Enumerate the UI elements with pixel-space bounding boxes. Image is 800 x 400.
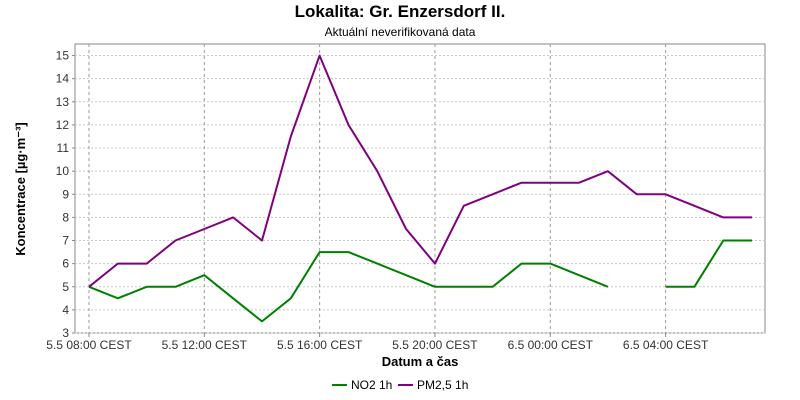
y-tick-label: 5 <box>62 280 69 294</box>
y-tick-label: 4 <box>62 303 69 317</box>
y-tick-label: 8 <box>62 210 69 224</box>
x-tick-label: 5.5 08:00 CEST <box>46 338 132 352</box>
series-lines <box>88 54 753 323</box>
y-tick-label: 10 <box>56 164 70 178</box>
chart-title: Lokalita: Gr. Enzersdorf II. <box>294 2 506 21</box>
x-tick-label: 6.5 00:00 CEST <box>508 338 594 352</box>
y-tick-label: 15 <box>56 49 70 63</box>
x-axis-ticks: 5.5 08:00 CEST 5.5 12:00 CEST 5.5 16:00 CE… <box>46 333 709 352</box>
y-tick-label: 11 <box>57 141 70 155</box>
chart-subtitle: Aktuální neverifikovaná data <box>324 25 476 39</box>
y-tick-label: 13 <box>56 95 70 109</box>
x-axis-label: Datum a čas <box>382 354 459 369</box>
y-tick-label: 12 <box>56 118 70 132</box>
y-axis-ticks: 3 4 5 6 7 8 9 10 11 12 13 14 15 <box>56 49 75 340</box>
legend: NO2 1h PM2,5 1h <box>332 378 468 392</box>
y-tick-label: 6 <box>62 257 69 271</box>
x-tick-label: 6.5 04:00 CEST <box>623 338 709 352</box>
y-tick-label: 9 <box>62 187 69 201</box>
y-tick-label: 7 <box>62 234 69 248</box>
series-line-pm25 <box>88 54 753 288</box>
x-tick-label: 5.5 12:00 CEST <box>162 338 248 352</box>
legend-entry: NO2 1h <box>351 378 392 392</box>
y-axis-label: Koncentrace [µg·m⁻³] <box>13 122 28 256</box>
x-tick-label: 5.5 16:00 CEST <box>277 338 363 352</box>
y-tick-label: 3 <box>62 326 69 340</box>
gridlines <box>75 44 765 334</box>
x-tick-label: 5.5 20:00 CEST <box>392 338 478 352</box>
y-tick-label: 14 <box>56 72 70 86</box>
legend-entry: PM2,5 1h <box>417 378 468 392</box>
series-line-no2 <box>88 239 753 323</box>
plot-area <box>74 43 766 334</box>
